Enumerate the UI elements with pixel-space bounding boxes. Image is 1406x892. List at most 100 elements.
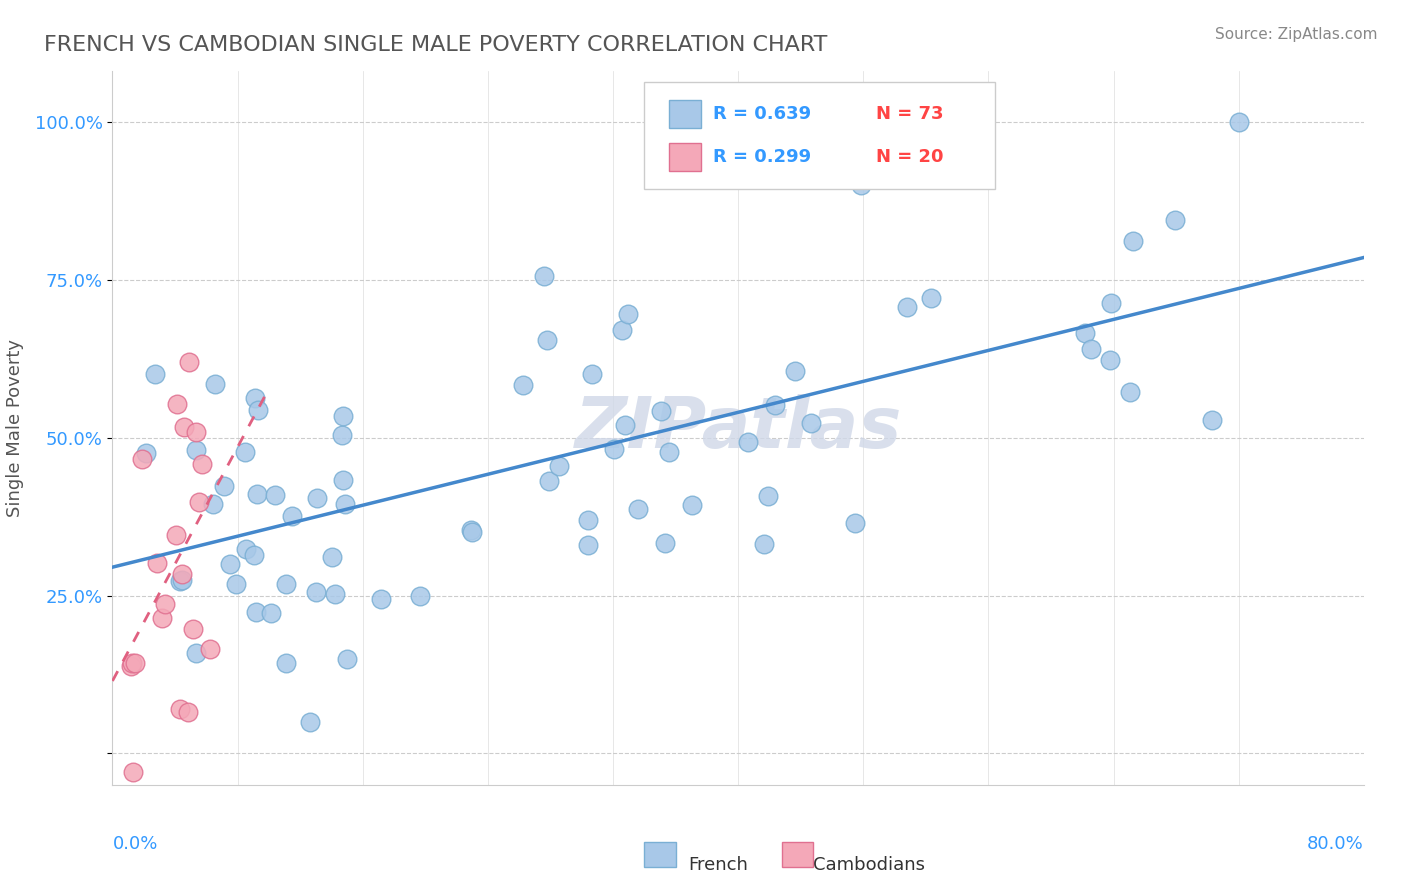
Point [186,425,208,440]
Point [610,323,633,337]
Point [512,377,534,392]
Point [304,585,326,599]
Point [173,420,195,434]
Point [243,391,266,405]
Text: R = 0.639: R = 0.639 [713,105,811,123]
Point [581,368,603,382]
Point [155,597,177,611]
Point [408,589,430,603]
Point [184,443,207,458]
Text: N = 20: N = 20 [876,148,943,166]
Point [263,487,285,501]
Point [1119,384,1142,399]
Point [538,474,561,488]
Point [752,537,775,551]
Point [1080,342,1102,356]
Point [145,556,167,570]
Point [370,591,392,606]
Point [844,516,866,530]
Point [172,567,194,582]
Point [245,605,267,619]
Point [650,404,672,418]
Point [150,611,173,625]
Point [800,417,823,431]
Point [576,538,599,552]
Point [169,702,191,716]
Point [330,427,353,442]
Point [333,497,356,511]
Text: Source: ZipAtlas.com: Source: ZipAtlas.com [1215,27,1378,42]
FancyBboxPatch shape [644,842,675,867]
Point [1099,296,1122,310]
Point [681,499,703,513]
Point [658,445,681,459]
Point [298,714,321,729]
Point [165,528,187,542]
Point [737,434,759,449]
Point [184,646,207,660]
Point [169,574,191,588]
Text: N = 73: N = 73 [876,105,943,123]
Point [756,489,779,503]
Point [233,445,256,459]
Point [323,587,346,601]
Point [181,622,204,636]
Point [533,268,555,283]
Point [627,502,650,516]
Point [145,368,167,382]
Point [122,765,145,780]
Point [260,606,283,620]
Point [332,473,354,487]
Point [121,656,143,670]
Point [243,549,266,563]
Point [190,457,212,471]
Text: 80.0%: 80.0% [1308,835,1364,853]
Point [603,442,626,456]
Text: Cambodians: Cambodians [813,856,925,874]
FancyBboxPatch shape [644,82,994,189]
Point [613,418,636,433]
Text: FRENCH VS CAMBODIAN SINGLE MALE POVERTY CORRELATION CHART: FRENCH VS CAMBODIAN SINGLE MALE POVERTY … [44,35,827,54]
Point [235,542,257,557]
Point [274,656,297,670]
Point [783,364,806,378]
Point [461,525,484,540]
Point [336,651,359,665]
Point [1164,212,1187,227]
Point [247,402,270,417]
Point [135,446,157,460]
Point [920,291,942,305]
Y-axis label: Single Male Poverty: Single Male Poverty [6,339,24,517]
Point [305,491,328,505]
Text: R = 0.299: R = 0.299 [713,148,811,166]
Point [617,307,640,321]
Point [177,355,200,369]
Point [1201,413,1223,427]
Point [120,658,142,673]
Point [188,495,211,509]
Point [896,300,918,314]
Point [763,398,786,412]
FancyBboxPatch shape [782,842,813,867]
Point [246,487,269,501]
Text: French: French [688,856,748,874]
Point [204,376,226,391]
FancyBboxPatch shape [669,143,700,171]
Point [1074,326,1097,340]
Point [1098,353,1121,368]
Point [1227,115,1250,129]
Point [654,536,676,550]
Point [321,550,343,565]
Point [851,178,873,192]
Point [198,642,221,657]
Point [576,513,599,527]
Point [332,409,354,423]
Point [166,397,188,411]
Point [212,478,235,492]
Text: 0.0%: 0.0% [112,835,157,853]
Point [219,557,242,571]
Text: ZIPatlas: ZIPatlas [575,393,901,463]
Point [177,706,200,720]
Point [225,577,247,591]
Point [172,573,194,587]
